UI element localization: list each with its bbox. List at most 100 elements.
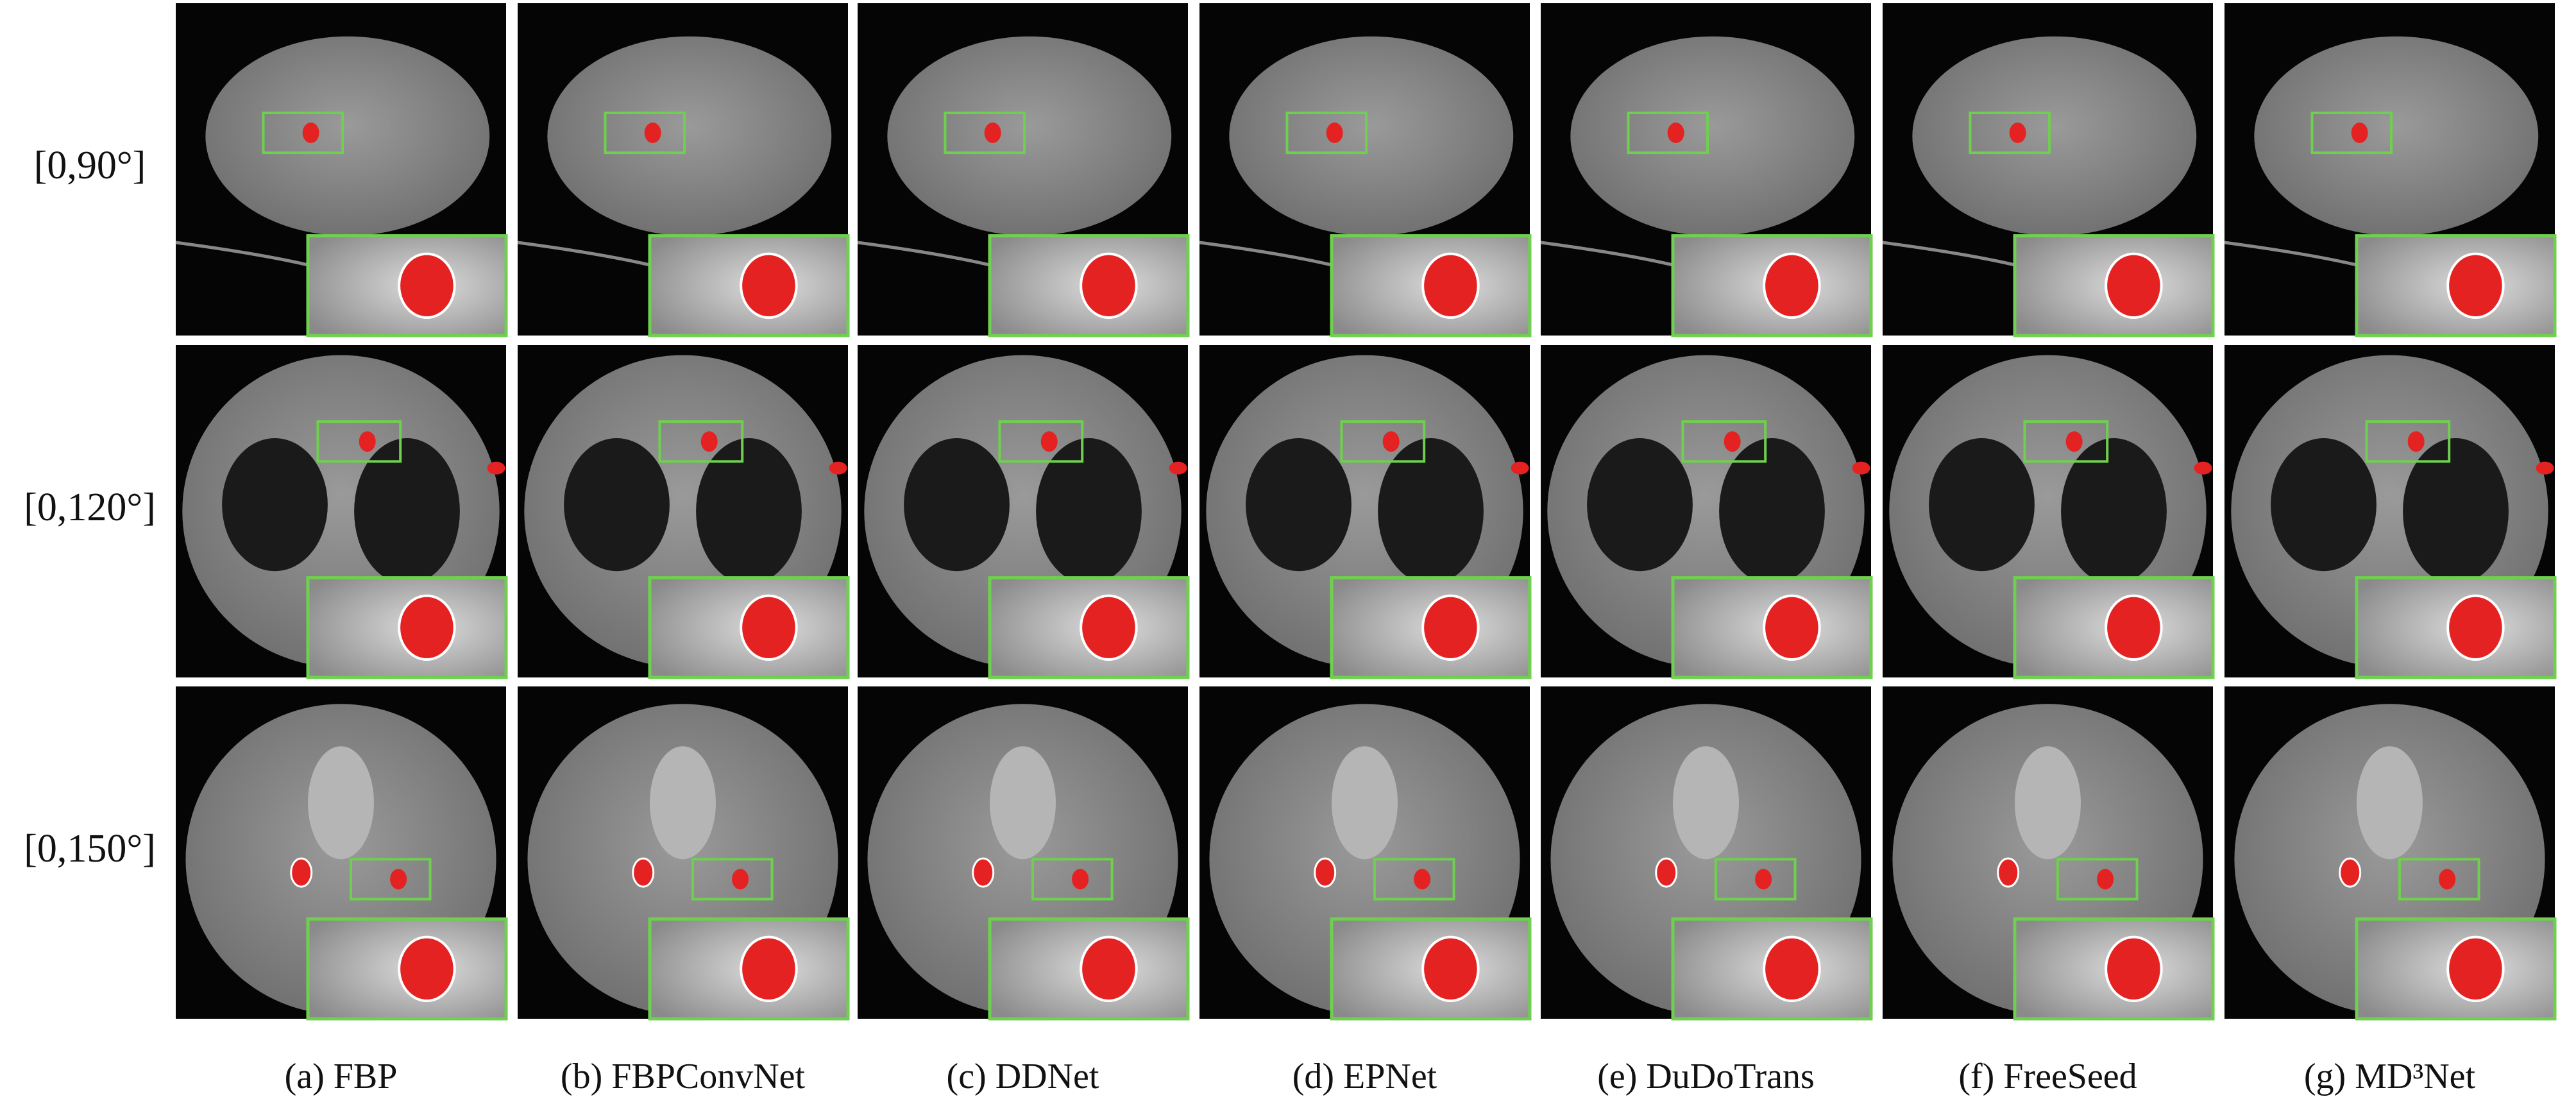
lesion	[1382, 431, 1400, 452]
lesion	[644, 123, 661, 144]
body	[547, 36, 832, 236]
lesion	[1755, 869, 1772, 890]
lesion	[732, 869, 749, 890]
row-label: [0,90°]	[34, 144, 146, 187]
lung	[904, 438, 1010, 572]
caption: (g) MD³Net	[2304, 1057, 2476, 1096]
body	[1229, 36, 1514, 236]
body	[205, 36, 490, 236]
body	[1570, 36, 1855, 236]
lesion	[2065, 431, 2083, 452]
lesion	[290, 857, 313, 888]
lesion-zoom	[2105, 935, 2163, 1003]
ct-image	[176, 686, 508, 1021]
spine	[308, 746, 374, 860]
ct-image	[176, 345, 508, 679]
lesion	[2439, 869, 2456, 890]
lesion-zoom	[2446, 594, 2505, 661]
zoom-region	[944, 111, 1026, 155]
lung	[1246, 438, 1352, 572]
zoom-region	[1681, 420, 1767, 463]
lesion-zoom	[2105, 594, 2163, 661]
lesion	[1326, 123, 1343, 144]
lesion-zoom	[740, 935, 798, 1003]
lung	[1378, 438, 1484, 584]
lesion-zoom	[1421, 594, 1480, 661]
zoom-region	[691, 858, 774, 901]
lesion-zoom	[1763, 594, 1821, 661]
lesion-zoom	[398, 594, 456, 661]
lung	[564, 438, 670, 572]
lesion	[1667, 123, 1684, 144]
lung	[696, 438, 802, 584]
ct-image	[2224, 3, 2557, 337]
lesion	[1169, 461, 1187, 475]
lesion-zoom	[1763, 935, 1821, 1003]
ct-image	[518, 686, 850, 1021]
zoom-inset	[648, 576, 850, 679]
lesion	[972, 857, 995, 888]
lesion	[1724, 431, 1741, 452]
spine	[990, 746, 1056, 860]
lesion-zoom	[2105, 252, 2163, 319]
ct-image	[518, 345, 850, 679]
lesion	[1511, 461, 1529, 475]
zoom-region	[2023, 420, 2109, 463]
lesion-zoom	[1421, 935, 1480, 1003]
ct-image	[1882, 3, 2215, 337]
zoom-region	[1714, 858, 1797, 901]
lung	[1036, 438, 1142, 584]
spine	[2015, 746, 2081, 860]
ct-image	[858, 345, 1190, 679]
zoom-region	[316, 420, 402, 463]
zoom-region	[1627, 111, 1709, 155]
zoom-region	[1340, 420, 1426, 463]
zoom-region	[349, 858, 432, 901]
ct-image	[1199, 3, 1532, 337]
spine	[1332, 746, 1398, 860]
ct-image	[1883, 686, 2215, 1021]
ct-image	[1541, 686, 1873, 1021]
lesion-zoom	[1763, 252, 1821, 319]
zoom-region	[2365, 420, 2451, 463]
lesion	[390, 869, 407, 890]
lesion-zoom	[740, 252, 798, 319]
zoom-region	[1373, 858, 1455, 901]
ct-image	[517, 3, 850, 337]
lesion	[984, 123, 1001, 144]
body	[2254, 36, 2539, 236]
lesion	[700, 431, 718, 452]
lesion-zoom	[1080, 935, 1138, 1003]
lung	[2271, 438, 2377, 572]
zoom-region	[262, 111, 344, 155]
lesion	[2009, 123, 2026, 144]
lesion	[2339, 857, 2362, 888]
lesion	[1852, 461, 1870, 475]
lesion	[2536, 461, 2554, 475]
ct-image	[2224, 686, 2557, 1021]
lesion-zoom	[2446, 252, 2505, 319]
lesion	[1072, 869, 1089, 890]
zoom-region	[2398, 858, 2480, 901]
ct-image	[1883, 345, 2215, 679]
lesion	[359, 431, 376, 452]
lung	[1587, 438, 1693, 572]
caption: (f) FreeSeed	[1958, 1057, 2137, 1096]
spine	[2357, 746, 2423, 860]
lesion	[2097, 869, 2114, 890]
body	[1912, 36, 2197, 236]
zoom-region	[604, 111, 686, 155]
zoom-inset	[1671, 917, 1873, 1021]
lesion	[487, 461, 505, 475]
lung	[2061, 438, 2167, 584]
lesion	[1997, 857, 2020, 888]
caption: (d) EPNet	[1292, 1057, 1437, 1096]
zoom-region	[658, 420, 744, 463]
ct-image	[1540, 3, 1873, 337]
zoom-region	[2310, 111, 2393, 155]
ct-image	[1541, 345, 1873, 679]
zoom-inset	[2013, 234, 2215, 337]
lesion-zoom	[1421, 252, 1480, 319]
row-label: [0,120°]	[24, 486, 156, 529]
